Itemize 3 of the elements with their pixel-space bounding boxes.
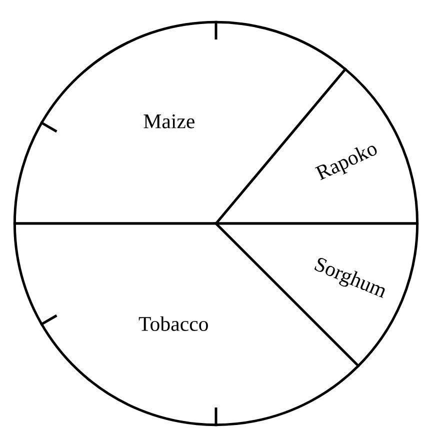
slice-label: Rapoko — [314, 140, 380, 184]
slice-label: Tobacco — [138, 316, 208, 332]
slice-label: Maize — [144, 114, 194, 128]
